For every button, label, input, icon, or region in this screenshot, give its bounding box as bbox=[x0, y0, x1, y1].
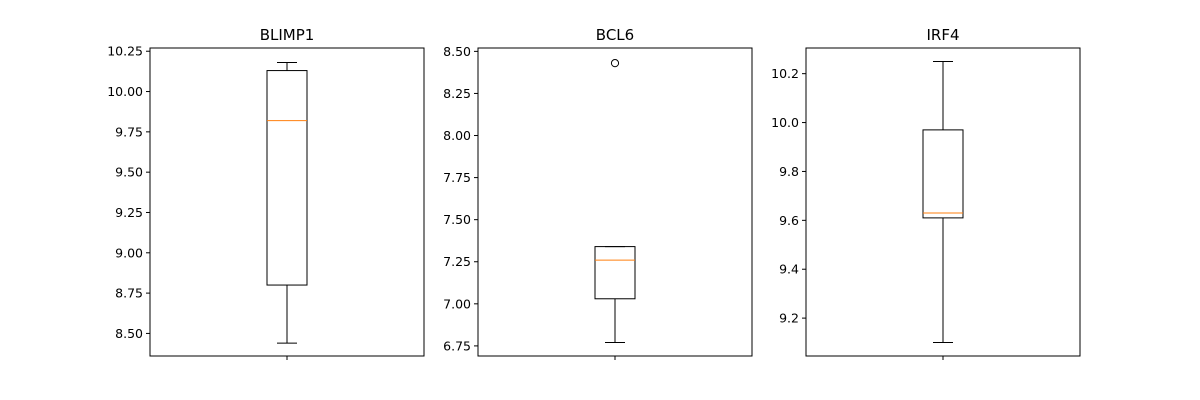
chart-title: IRF4 bbox=[926, 26, 959, 44]
y-tick-label: 7.00 bbox=[443, 296, 471, 311]
y-tick-label: 9.75 bbox=[115, 124, 143, 139]
y-tick-label: 8.25 bbox=[443, 86, 471, 101]
axes-frame bbox=[805, 47, 1081, 357]
y-tick-label: 7.25 bbox=[443, 254, 471, 269]
axes-frame bbox=[477, 47, 753, 357]
chart-title: BLIMP1 bbox=[260, 26, 315, 44]
y-tick-label: 9.4 bbox=[779, 262, 799, 277]
y-tick-label: 9.00 bbox=[115, 245, 143, 260]
outlier-point bbox=[610, 59, 620, 68]
y-tick-label: 7.50 bbox=[443, 212, 471, 227]
y-tick-label: 9.6 bbox=[779, 213, 799, 228]
axes-frame bbox=[149, 47, 425, 357]
subplot-blimp1: BLIMP1 8.50 8.75 9.00 9.25 9.50 9.75 10.00 10.25 bbox=[107, 26, 425, 360]
y-tick-label: 6.75 bbox=[443, 338, 471, 353]
iqr-box bbox=[266, 70, 308, 286]
subplot-irf4: IRF4 9.2 9.4 9.6 9.8 10.0 10.2 bbox=[771, 26, 1081, 360]
y-tick-label: 9.50 bbox=[115, 165, 143, 180]
y-tick-label: 10.0 bbox=[771, 115, 799, 130]
y-tick-label: 8.50 bbox=[443, 44, 471, 59]
y-tick-label: 8.75 bbox=[115, 286, 143, 301]
y-tick-label: 10.2 bbox=[771, 66, 799, 81]
y-tick-label: 9.2 bbox=[779, 311, 799, 326]
y-tick-label: 10.25 bbox=[107, 44, 143, 59]
subplot-bcl6: BCL6 6.75 7.00 7.25 7.50 7.75 8.00 8.25 8.50 bbox=[443, 26, 753, 360]
y-tick-label: 8.50 bbox=[115, 326, 143, 341]
y-tick-label: 10.00 bbox=[107, 84, 143, 99]
y-tick-label: 8.00 bbox=[443, 128, 471, 143]
y-tick-label: 7.75 bbox=[443, 170, 471, 185]
y-tick-label: 9.25 bbox=[115, 205, 143, 220]
iqr-box bbox=[922, 129, 964, 219]
chart-title: BCL6 bbox=[596, 26, 634, 44]
y-tick-label: 9.8 bbox=[779, 164, 799, 179]
iqr-box bbox=[594, 246, 636, 300]
